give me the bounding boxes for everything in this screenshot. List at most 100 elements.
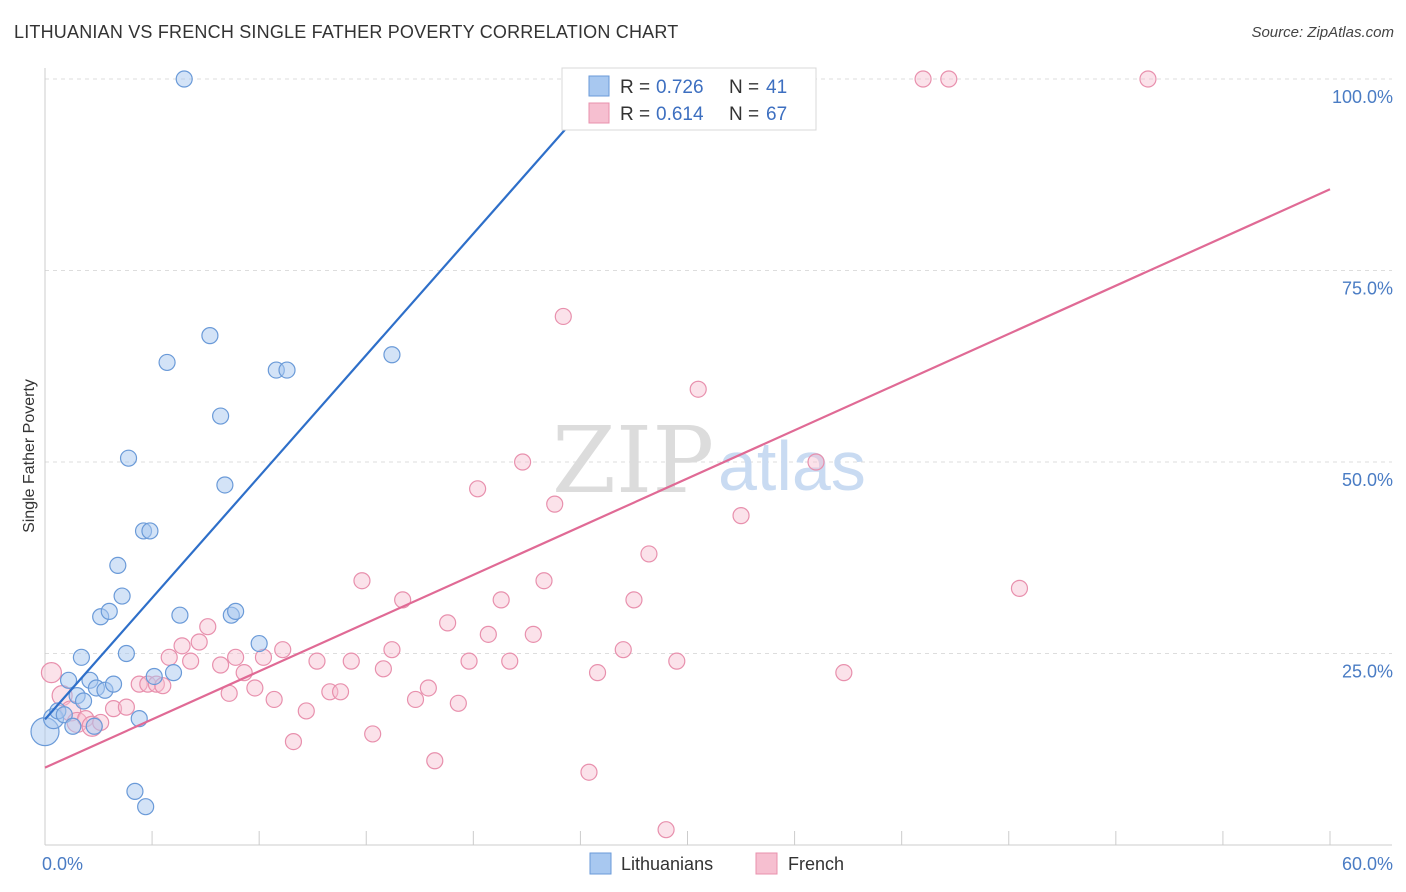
lithuanian-point — [126, 782, 144, 800]
y-tick-label: 25.0% — [1342, 662, 1393, 682]
french-point — [104, 700, 123, 718]
lithuanian-point — [171, 606, 189, 624]
lithuanian-point — [278, 361, 296, 379]
french-point — [190, 633, 208, 651]
legend-swatch-lithuanians — [588, 75, 610, 97]
grid-layer — [45, 78, 1392, 654]
french-point — [657, 821, 675, 839]
lithuanian-point — [113, 587, 131, 605]
french-point — [308, 652, 326, 670]
trend-lines — [44, 92, 1331, 769]
french-point — [212, 656, 230, 674]
french-point — [807, 453, 825, 471]
legend-n-label-1: N = — [729, 77, 759, 98]
lithuanian-point — [250, 634, 268, 653]
lithuanian-point — [104, 675, 123, 693]
french-point — [117, 698, 135, 716]
lithuanian-point — [201, 327, 219, 345]
lithuanian-point — [100, 602, 118, 620]
french-point — [374, 660, 392, 678]
lithuanian-point — [175, 70, 193, 88]
stats-legend: R = 0.726 N = 41 R = 0.614 N = 67 — [561, 67, 817, 131]
french-point — [554, 307, 572, 326]
bottom-legend-french: French — [788, 854, 844, 874]
french-point — [353, 572, 371, 590]
legend-n-value-2: 67 — [766, 104, 787, 125]
french-point — [940, 70, 958, 88]
french-point — [342, 652, 360, 670]
french-point — [469, 480, 487, 498]
french-point — [182, 652, 200, 670]
lithuanian-point — [119, 449, 138, 467]
lithuanian-point — [64, 717, 82, 735]
french-point — [535, 572, 553, 590]
lithuanian-point — [216, 476, 234, 494]
french-point — [460, 652, 478, 670]
legend-n-label-2: N = — [729, 104, 759, 125]
french-point — [513, 453, 532, 471]
french-point — [492, 591, 510, 609]
bottom-legend-lithuanians: Lithuanians — [621, 854, 713, 874]
french-point — [640, 545, 658, 563]
french-trend-line — [44, 188, 1331, 769]
legend-r-label-2: R = — [620, 104, 650, 125]
chart-title: LITHUANIAN VS FRENCH SINGLE FATHER POVER… — [14, 22, 679, 42]
french-point — [274, 641, 292, 659]
french-point — [173, 637, 191, 655]
french-point — [227, 648, 245, 666]
french-point — [160, 648, 178, 666]
legend-swatch-french — [588, 102, 610, 124]
french-point — [546, 495, 564, 513]
y-axis-title: Single Father Poverty — [21, 379, 38, 533]
french-point — [588, 664, 607, 682]
french-point — [199, 618, 217, 636]
french-point — [732, 507, 750, 525]
lithuanian-point — [137, 798, 155, 816]
legend-n-value-1: 41 — [766, 77, 787, 98]
lithuanian-point — [74, 692, 93, 710]
lithuanian-point — [164, 664, 183, 682]
lithuanian-point — [227, 602, 245, 620]
watermark-zip: ZIP — [552, 407, 714, 514]
tick-labels: 25.0% 50.0% 75.0% 100.0% 0.0% 60.0% — [42, 87, 1393, 874]
legend-r-value-1: 0.726 — [656, 77, 704, 98]
french-point — [479, 625, 497, 643]
french-point — [835, 664, 853, 682]
french-point — [914, 70, 932, 88]
french-point — [364, 725, 382, 743]
bottom-legend-swatch-lithuanians — [589, 852, 612, 875]
french-point — [419, 679, 437, 697]
watermark: ZIP atlas — [552, 407, 866, 514]
lithuanian-point — [383, 346, 401, 364]
french-point — [439, 614, 457, 632]
y-tick-label: 50.0% — [1342, 470, 1393, 490]
french-point — [449, 694, 467, 712]
lithuanian-point — [145, 667, 163, 686]
y-tick-label: 100.0% — [1332, 87, 1393, 107]
french-point — [625, 591, 643, 609]
lithuanian-point — [59, 671, 78, 689]
legend-r-value-2: 0.614 — [656, 104, 704, 125]
lithuanian-point — [85, 717, 103, 735]
lithuanian-point — [158, 353, 176, 372]
lithuanian-point — [212, 407, 230, 425]
french-point — [406, 690, 425, 709]
french-point — [40, 662, 63, 684]
x-tick-label: 60.0% — [1342, 854, 1393, 874]
french-point — [297, 702, 315, 720]
french-point — [246, 679, 264, 697]
lithuanian-point — [141, 522, 159, 540]
french-point — [689, 380, 707, 398]
french-point — [284, 732, 303, 751]
french-point — [383, 641, 401, 659]
french-point — [580, 763, 598, 781]
french-point — [1010, 579, 1029, 597]
lithuanian-trend-line — [44, 92, 599, 721]
french-point — [501, 652, 519, 670]
watermark-atlas: atlas — [718, 427, 866, 505]
x-tick-label: 0.0% — [42, 854, 83, 874]
french-point — [426, 752, 444, 770]
french-point — [668, 652, 686, 670]
french-point — [614, 641, 632, 659]
